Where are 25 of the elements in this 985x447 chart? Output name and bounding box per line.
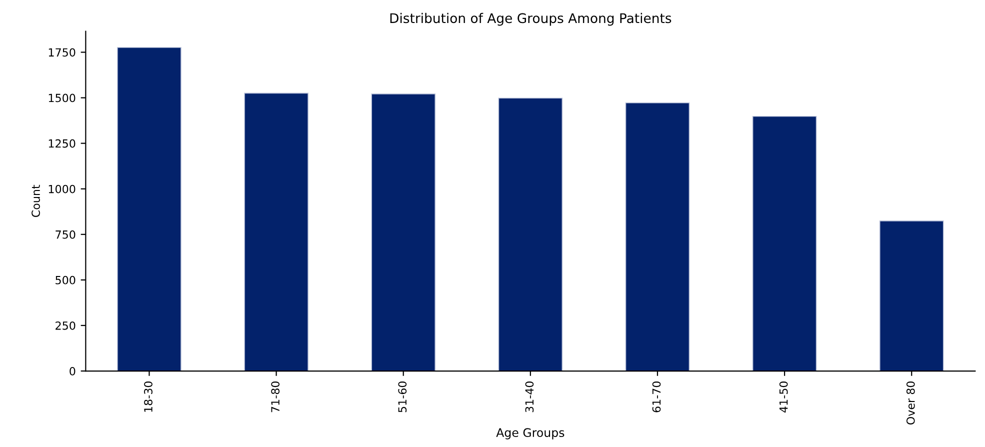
y-tick-label: 1500: [48, 94, 76, 102]
x-tick-label: 41-50: [779, 381, 788, 412]
bar: [498, 98, 563, 372]
x-tick-label: Over 80: [906, 381, 915, 425]
y-tick-label: 1000: [48, 184, 76, 194]
x-tick-label: 31-40: [525, 381, 534, 412]
chart-title: Distribution of Age Groups Among Patients: [390, 12, 672, 26]
y-tick-label: 1750: [48, 48, 76, 57]
bar: [752, 116, 817, 372]
y-tick-label: 0: [70, 366, 76, 376]
bar: [371, 94, 436, 372]
x-axis-title: Age Groups: [496, 428, 564, 440]
y-tick-label: 500: [56, 276, 76, 284]
x-tick-label: 61-70: [652, 381, 661, 412]
y-axis-title: Count: [32, 184, 40, 218]
x-tick-label: 18-30: [144, 381, 152, 412]
y-tick-label: 1250: [48, 139, 76, 148]
y-tick-label: 750: [56, 230, 76, 239]
bar: [879, 220, 944, 372]
y-tick-label: 250: [56, 321, 76, 330]
bar: [117, 47, 182, 372]
x-tick-label: 51-60: [398, 381, 407, 412]
bar: [244, 92, 308, 372]
x-tick-label: 71-80: [271, 381, 280, 412]
bar: [625, 102, 690, 372]
